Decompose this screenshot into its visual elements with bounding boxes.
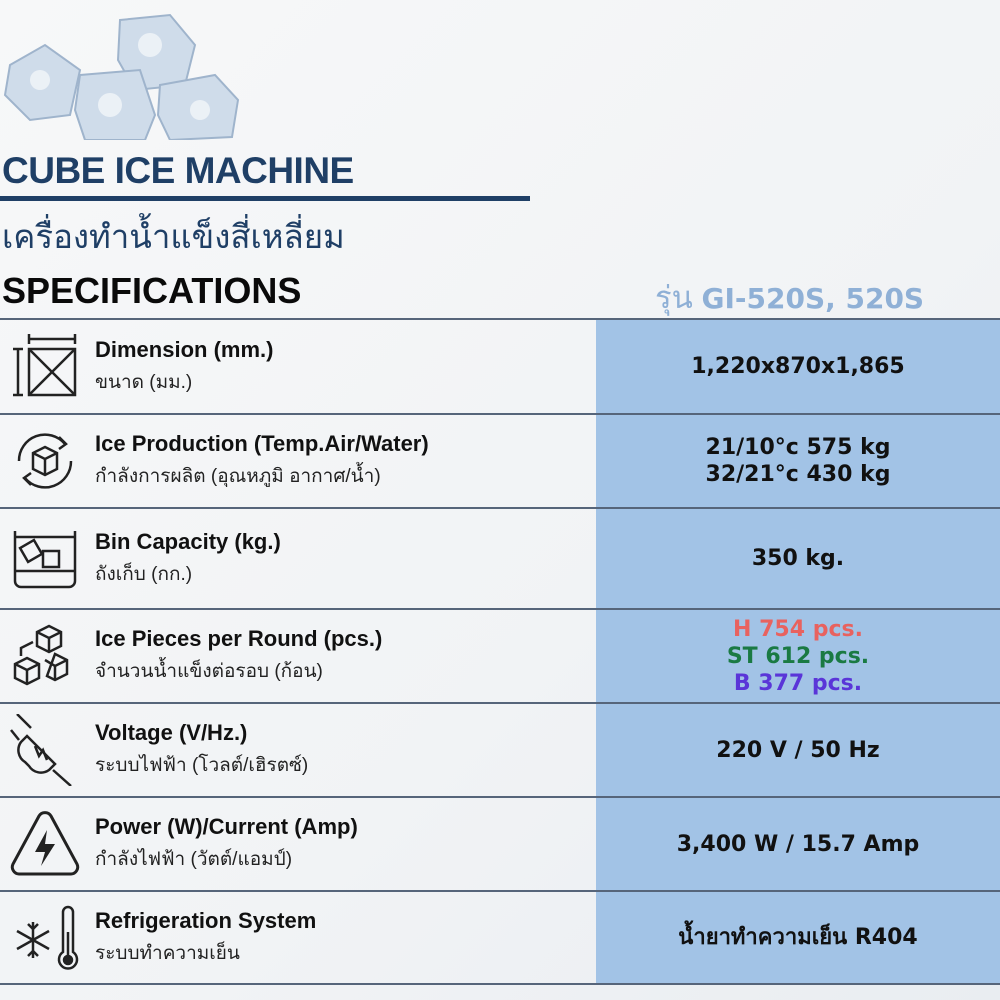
spec-label-th: จำนวนน้ำแข็งต่อรอบ (ก้อน) xyxy=(95,661,323,682)
spec-value: 21/10°c 575 kg xyxy=(705,435,891,460)
section-heading: SPECIFICATIONS xyxy=(2,270,302,311)
ice-production-cycle-icon xyxy=(0,425,90,497)
title-divider xyxy=(0,196,530,201)
snowflake-thermometer-icon xyxy=(0,902,90,974)
spec-value: น้ำยาทำความเย็น R404 xyxy=(678,925,918,950)
spec-value-h: H 754 pcs. xyxy=(733,616,863,642)
spec-row-power: Power (W)/Current (Amp) กำลังไฟฟ้า (วัตต์… xyxy=(0,796,1000,890)
spec-value: 220 V / 50 Hz xyxy=(716,737,880,763)
spec-value: 3,400 W / 15.7 Amp xyxy=(676,831,920,857)
spec-label-en: Dimension (mm.) xyxy=(95,336,274,362)
spec-label-th: ถังเก็บ (กก.) xyxy=(95,563,193,585)
spec-row-dimension: Dimension (mm.) ขนาด (มม.) 1,220x870x1,86… xyxy=(0,318,1000,413)
page-title: CUBE ICE MACHINE xyxy=(2,150,354,191)
model-number: GI-520S, 520S xyxy=(701,282,925,315)
spec-table: Dimension (mm.) ขนาด (มม.) 1,220x870x1,86… xyxy=(0,318,1000,985)
spec-row-voltage: Voltage (V/Hz.) ระบบไฟฟ้า (โวลต์/เฮิรตซ์)… xyxy=(0,702,1000,796)
dimension-icon xyxy=(0,331,90,403)
spec-value: 1,220x870x1,865 xyxy=(691,354,905,379)
spec-label-th: กำลังการผลิต (อุณหภูมิ อากาศ/น้ำ) xyxy=(95,466,381,487)
spec-label-en: Voltage (V/Hz.) xyxy=(95,720,248,745)
model-prefix: รุ่น xyxy=(655,280,693,315)
ice-cubes-icon xyxy=(0,620,90,692)
spec-row-refrigeration: Refrigeration System ระบบทำความเย็น น้ำยา… xyxy=(0,890,1000,985)
spec-label-en: Ice Pieces per Round (pcs.) xyxy=(95,626,383,651)
spec-label-en: Ice Production (Temp.Air/Water) xyxy=(95,431,429,456)
spec-row-bin-capacity: Bin Capacity (kg.) ถังเก็บ (กก.) 350 kg. xyxy=(0,507,1000,608)
spec-label-th: ระบบไฟฟ้า (โวลต์/เฮิรตซ์) xyxy=(95,755,309,776)
spec-value: 350 kg. xyxy=(751,546,845,571)
spec-row-ice-pieces: Ice Pieces per Round (pcs.) จำนวนน้ำแข็งต… xyxy=(0,608,1000,702)
spec-label-en: Bin Capacity (kg.) xyxy=(95,528,281,554)
spec-row-ice-production: Ice Production (Temp.Air/Water) กำลังการผ… xyxy=(0,413,1000,507)
spec-label-th: ระบบทำความเย็น xyxy=(95,942,240,964)
value-column-background xyxy=(596,318,1000,985)
ice-cubes-image xyxy=(3,13,240,140)
model-label: รุ่น GI-520S, 520S xyxy=(655,272,924,322)
spec-value-b: B 377 pcs. xyxy=(733,670,863,696)
spec-value-st: ST 612 pcs. xyxy=(726,643,870,669)
spec-value: 32/21°c 430 kg xyxy=(705,462,891,487)
page-subtitle: เครื่องทำน้ำแข็งสี่เหลี่ยม xyxy=(2,218,345,255)
plug-icon xyxy=(0,714,90,786)
spec-label-en: Power (W)/Current (Amp) xyxy=(95,814,358,839)
spec-label-th: ขนาด (มม.) xyxy=(95,371,193,393)
ice-bin-icon xyxy=(0,523,90,595)
spec-label-th: กำลังไฟฟ้า (วัตต์/แอมป์) xyxy=(95,849,293,870)
high-voltage-icon xyxy=(0,808,90,880)
spec-label-en: Refrigeration System xyxy=(95,907,317,933)
